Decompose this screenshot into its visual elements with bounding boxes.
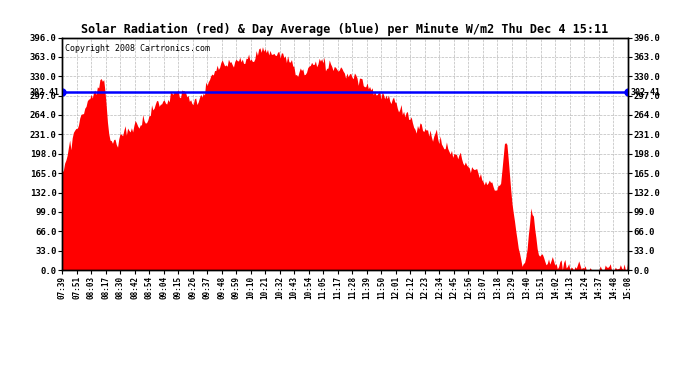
Text: Copyright 2008 Cartronics.com: Copyright 2008 Cartronics.com	[65, 45, 210, 54]
Text: 302.41: 302.41	[29, 88, 59, 97]
Text: 302.41: 302.41	[631, 88, 661, 97]
Title: Solar Radiation (red) & Day Average (blue) per Minute W/m2 Thu Dec 4 15:11: Solar Radiation (red) & Day Average (blu…	[81, 23, 609, 36]
